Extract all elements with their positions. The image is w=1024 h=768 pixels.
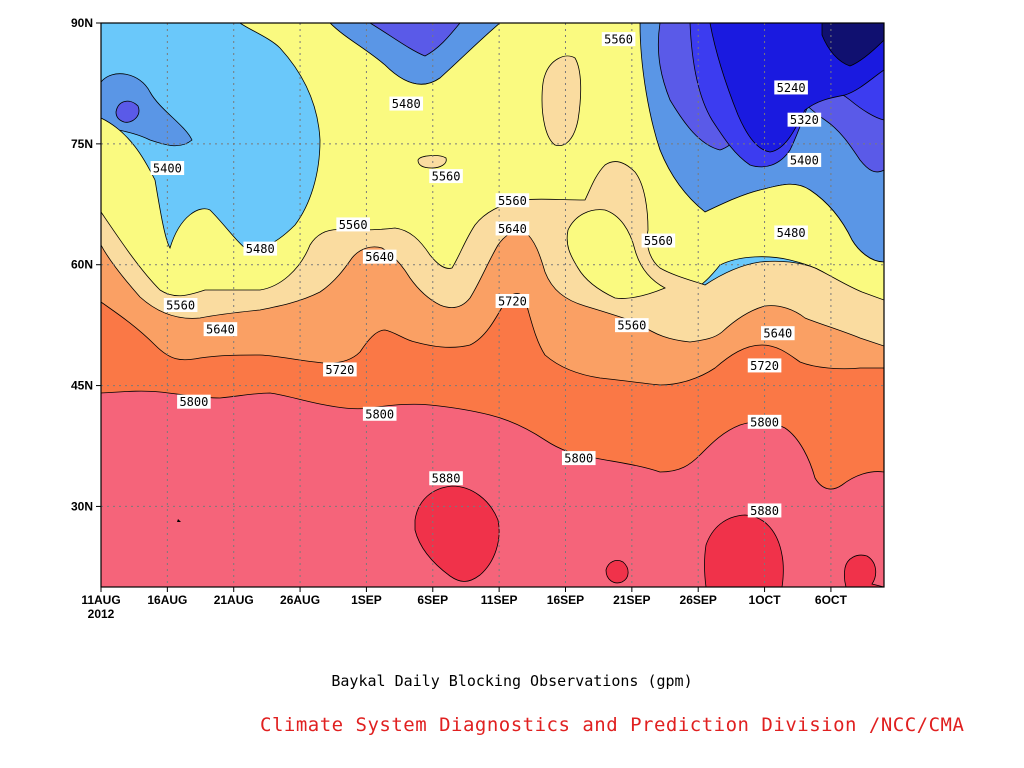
filled-contours (101, 23, 884, 587)
band-above-5880-d (843, 554, 884, 587)
y-tick-label: 30N (71, 499, 93, 513)
contour-label-5400: 5400 (150, 161, 185, 176)
contour-label-5480: 5480 (389, 96, 424, 111)
band-5880-plus (101, 390, 884, 587)
x-year-label: 2012 (88, 607, 115, 621)
x-tick-label: 16AUG (147, 593, 187, 607)
x-tick-label: 11SEP (481, 593, 518, 607)
svg-text:5640: 5640 (763, 327, 792, 341)
y-tick-label: 90N (71, 16, 93, 30)
svg-text:5640: 5640 (206, 323, 235, 337)
contour-label-5560: 5560 (495, 193, 530, 208)
svg-text:5400: 5400 (153, 162, 182, 176)
contour-label-5560: 5560 (601, 32, 636, 47)
svg-text:5640: 5640 (498, 222, 527, 236)
contour-label-5560: 5560 (336, 217, 370, 232)
x-tick-label: 11AUG (81, 593, 120, 607)
contour-label-5880: 5880 (429, 471, 463, 486)
y-tick-label: 60N (71, 258, 93, 272)
credit-text: Climate System Diagnostics and Predictio… (260, 714, 965, 736)
contour-label-5480: 5480 (774, 225, 808, 240)
x-tick-label: 1SEP (351, 593, 382, 607)
contour-label-5720: 5720 (495, 293, 530, 308)
contour-label-5720: 5720 (747, 358, 782, 373)
contour-label-5320: 5320 (787, 112, 822, 127)
contour-labels: 5560 5480 5240 5320 5400 5560 5400 5560 5560 5640… (150, 32, 822, 518)
svg-text:5480: 5480 (246, 242, 275, 256)
contour-label-5880: 5880 (747, 503, 782, 518)
x-tick-label: 26AUG (280, 593, 320, 607)
svg-text:5560: 5560 (617, 319, 646, 333)
contour-label-5560: 5560 (615, 318, 649, 333)
svg-text:5560: 5560 (644, 234, 673, 248)
y-axis: 90N 75N 60N 45N 30N (71, 16, 101, 513)
x-tick-label: 21SEP (613, 593, 650, 607)
band-5640-5720-n-blob (541, 55, 582, 147)
plot-frame (100, 22, 885, 588)
contour-label-5800: 5800 (561, 451, 596, 466)
contour-label-5640: 5640 (362, 249, 397, 264)
svg-text:5640: 5640 (365, 250, 394, 264)
svg-text:5720: 5720 (750, 359, 779, 373)
contour-label-5640: 5640 (495, 221, 530, 236)
contour-label-5560: 5560 (429, 169, 463, 184)
x-tick-label: 1OCT (749, 593, 782, 607)
svg-text:5880: 5880 (432, 472, 461, 486)
x-axis: 11AUG 16AUG 21AUG 26AUG 1SEP 6SEP 11SEP 16SEP 21… (81, 587, 848, 621)
svg-text:5880: 5880 (750, 504, 779, 518)
x-tick-label: 26SEP (680, 593, 717, 607)
band-5400-5480-nw (101, 73, 193, 147)
svg-text:5560: 5560 (339, 218, 368, 232)
svg-text:5480: 5480 (392, 97, 421, 111)
contour-label-5560: 5560 (163, 298, 198, 313)
contour-chart: 90N 75N 60N 45N 30N 11AUG 16AUG 21AUG 26AUG 1SEP… (71, 16, 885, 621)
chart-title: Baykal Daily Blocking Observations (gpm) (331, 672, 693, 690)
contour-label-5240: 5240 (774, 80, 808, 95)
svg-text:5320: 5320 (790, 113, 819, 127)
svg-text:5240: 5240 (777, 81, 806, 95)
contour-label-5640: 5640 (761, 326, 795, 341)
band-5320-5400-n (369, 23, 461, 57)
band-above-5880-a (414, 485, 500, 582)
band-5640-5720-small (417, 155, 447, 169)
svg-text:5720: 5720 (325, 363, 354, 377)
svg-text:5400: 5400 (790, 153, 819, 167)
contour-label-5800: 5800 (177, 394, 211, 409)
svg-text:5560: 5560 (498, 194, 527, 208)
svg-text:5560: 5560 (166, 299, 195, 313)
x-tick-label: 6OCT (815, 593, 848, 607)
svg-text:5800: 5800 (365, 407, 394, 421)
band-5320-5400-nw (115, 100, 140, 123)
band-above-5880-b (704, 514, 784, 587)
contour-label-5800: 5800 (747, 414, 782, 429)
band-5560-5640-inlet (566, 209, 666, 299)
contour-label-5400: 5400 (787, 152, 822, 167)
x-tick-label: 16SEP (547, 593, 584, 607)
svg-text:5720: 5720 (498, 294, 527, 308)
y-tick-label: 45N (71, 379, 93, 393)
contour-label-5720: 5720 (323, 362, 357, 377)
contour-label-5560: 5560 (641, 233, 676, 248)
band-above-5880-c (605, 560, 629, 584)
contour-label-5800: 5800 (362, 406, 397, 421)
svg-text:5800: 5800 (179, 395, 208, 409)
y-tick-label: 75N (71, 137, 93, 151)
band-below-5160-e (821, 23, 884, 67)
svg-text:5800: 5800 (750, 415, 779, 429)
small-marker (177, 519, 181, 522)
svg-text:5800: 5800 (564, 452, 593, 466)
x-tick-label: 21AUG (214, 593, 254, 607)
svg-text:5560: 5560 (432, 170, 461, 184)
svg-text:5480: 5480 (777, 226, 806, 240)
x-tick-label: 6SEP (417, 593, 448, 607)
svg-text:5560: 5560 (604, 33, 633, 47)
contour-label-5480: 5480 (243, 241, 278, 256)
contour-label-5640: 5640 (203, 322, 238, 337)
